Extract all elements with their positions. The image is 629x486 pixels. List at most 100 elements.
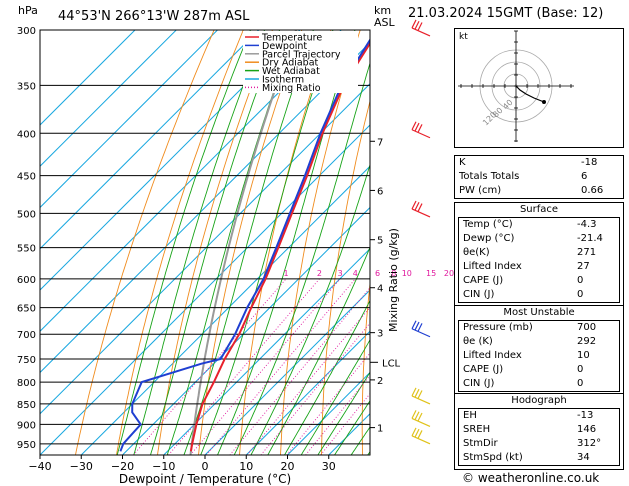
isotherm-line — [80, 165, 370, 455]
mixing-ratio-label: 3 — [338, 269, 343, 278]
wind-barb — [411, 320, 431, 338]
km-tick-label: 5 — [377, 236, 383, 247]
km-label: km — [374, 4, 391, 17]
mixing-ratio-label: 4 — [353, 269, 358, 278]
wet-adiabat-line — [233, 61, 370, 455]
km-tick-label: 4 — [377, 284, 383, 295]
temperature-tick-label: 0 — [202, 460, 209, 473]
row-label: Totals Totals — [459, 171, 520, 182]
row-label: Lifted Index — [463, 261, 522, 272]
legend-label: Temperature — [261, 33, 322, 44]
row-value: 292 — [577, 336, 597, 347]
row-value: 0 — [577, 275, 584, 286]
km-tick-label: 7 — [377, 137, 383, 148]
mixing-ratio-line — [206, 278, 356, 455]
isotherm-line — [287, 371, 370, 455]
row-label: CAPE (J) — [463, 275, 504, 286]
legend-label: Wet Adiabat — [262, 66, 320, 77]
mixing-ratio-line — [305, 374, 370, 455]
km-tick-label: 3 — [377, 329, 383, 340]
row-value: 312° — [577, 438, 602, 449]
mixing-ratio-label: 1 — [284, 269, 289, 278]
isotherm-line — [40, 30, 301, 291]
table-row: Temp (°C) -4.3 — [459, 218, 619, 232]
row-value: 271 — [577, 247, 597, 258]
km-tick-label: 1 — [377, 424, 383, 435]
row-label: CIN (J) — [463, 378, 495, 389]
wind-barb — [411, 387, 431, 405]
temperature-tick-label: −20 — [111, 460, 134, 473]
row-value: -4.3 — [577, 219, 597, 230]
pressure-tick-label: 350 — [17, 81, 36, 92]
pressure-tick-label: 300 — [17, 26, 36, 37]
pressure-tick-label: 950 — [17, 440, 36, 451]
wet-adiabat-line — [250, 163, 370, 455]
row-value: 6 — [581, 171, 588, 182]
dry-adiabat-line — [361, 280, 370, 455]
table-row: CAPE (J) 0 — [459, 274, 619, 288]
pressure-tick-label: 500 — [17, 209, 36, 220]
mixing-ratio-label: 6 — [375, 269, 380, 278]
indices-table: K -18 Totals Totals 6 PW (cm) 0.66 — [454, 155, 624, 199]
wet-adiabat-line — [300, 339, 370, 455]
row-value: 27 — [577, 261, 590, 272]
table-row: θe(K) 271 — [459, 246, 619, 260]
table-row: StmSpd (kt) 34 — [459, 451, 619, 465]
pressure-tick-label: 800 — [17, 378, 36, 389]
table-row: PW (cm) 0.66 — [455, 184, 623, 198]
hpa-label: hPa — [18, 4, 38, 17]
surface-title: Surface — [519, 204, 559, 215]
row-value: -21.4 — [577, 233, 603, 244]
wet-adiabat-line — [217, 30, 356, 455]
isotherm-line — [40, 30, 218, 209]
row-label: SREH — [463, 424, 491, 435]
dry-adiabat-line — [157, 30, 273, 455]
row-value: 0 — [577, 364, 584, 375]
temperature-tick-label: 10 — [239, 460, 253, 473]
row-label: StmDir — [463, 438, 498, 449]
dry-adiabat-line — [75, 30, 215, 455]
table-row: Lifted Index 27 — [459, 260, 619, 274]
table-row: CAPE (J) 0 — [459, 363, 619, 377]
isotherm-line — [40, 124, 370, 455]
isotherm-line — [40, 30, 177, 167]
storm-motion-marker — [542, 100, 546, 104]
temperature-tick-label: −10 — [152, 460, 175, 473]
row-label: StmSpd (kt) — [463, 452, 523, 463]
isotherm-line — [163, 248, 370, 455]
temperature-tick-label: 20 — [281, 460, 295, 473]
legend-label: Parcel Trajectory — [262, 49, 341, 60]
wet-adiabat-line — [116, 30, 251, 455]
mixing-ratio-label: 20 — [444, 269, 454, 278]
dry-adiabat-line — [402, 30, 448, 455]
pressure-tick-label: 700 — [17, 330, 36, 341]
wet-adiabat-line — [334, 400, 370, 455]
isotherm-line — [40, 83, 370, 415]
asl-label: ASL — [374, 16, 396, 29]
row-label: Lifted Index — [463, 350, 522, 361]
x-axis-label: Dewpoint / Temperature (°C) — [119, 472, 291, 486]
pressure-tick-label: 400 — [17, 129, 36, 140]
row-label: K — [459, 157, 466, 168]
table-row: Dewp (°C) -21.4 — [459, 232, 619, 246]
wet-adiabat-line — [166, 30, 297, 455]
legend-label: Isotherm — [262, 75, 304, 86]
hodograph-kt-label: kt — [459, 32, 468, 42]
pressure-tick-label: 450 — [17, 172, 36, 183]
row-value: 0.66 — [581, 185, 604, 196]
wet-adiabat-line — [200, 30, 334, 455]
row-label: CIN (J) — [463, 289, 495, 300]
row-value: -18 — [581, 157, 598, 168]
row-value: 0 — [577, 289, 584, 300]
wind-barb — [411, 200, 431, 218]
table-row: K -18 — [455, 156, 623, 170]
isotherm-line — [245, 330, 370, 455]
hodograph-title: Hodograph — [511, 395, 567, 406]
dry-adiabat-line — [198, 30, 303, 455]
table-row: CIN (J) 0 — [459, 377, 619, 391]
legend-label: Mixing Ratio — [262, 83, 321, 94]
most-unstable-title: Most Unstable — [503, 307, 575, 318]
mixing-ratio-line — [286, 352, 370, 455]
